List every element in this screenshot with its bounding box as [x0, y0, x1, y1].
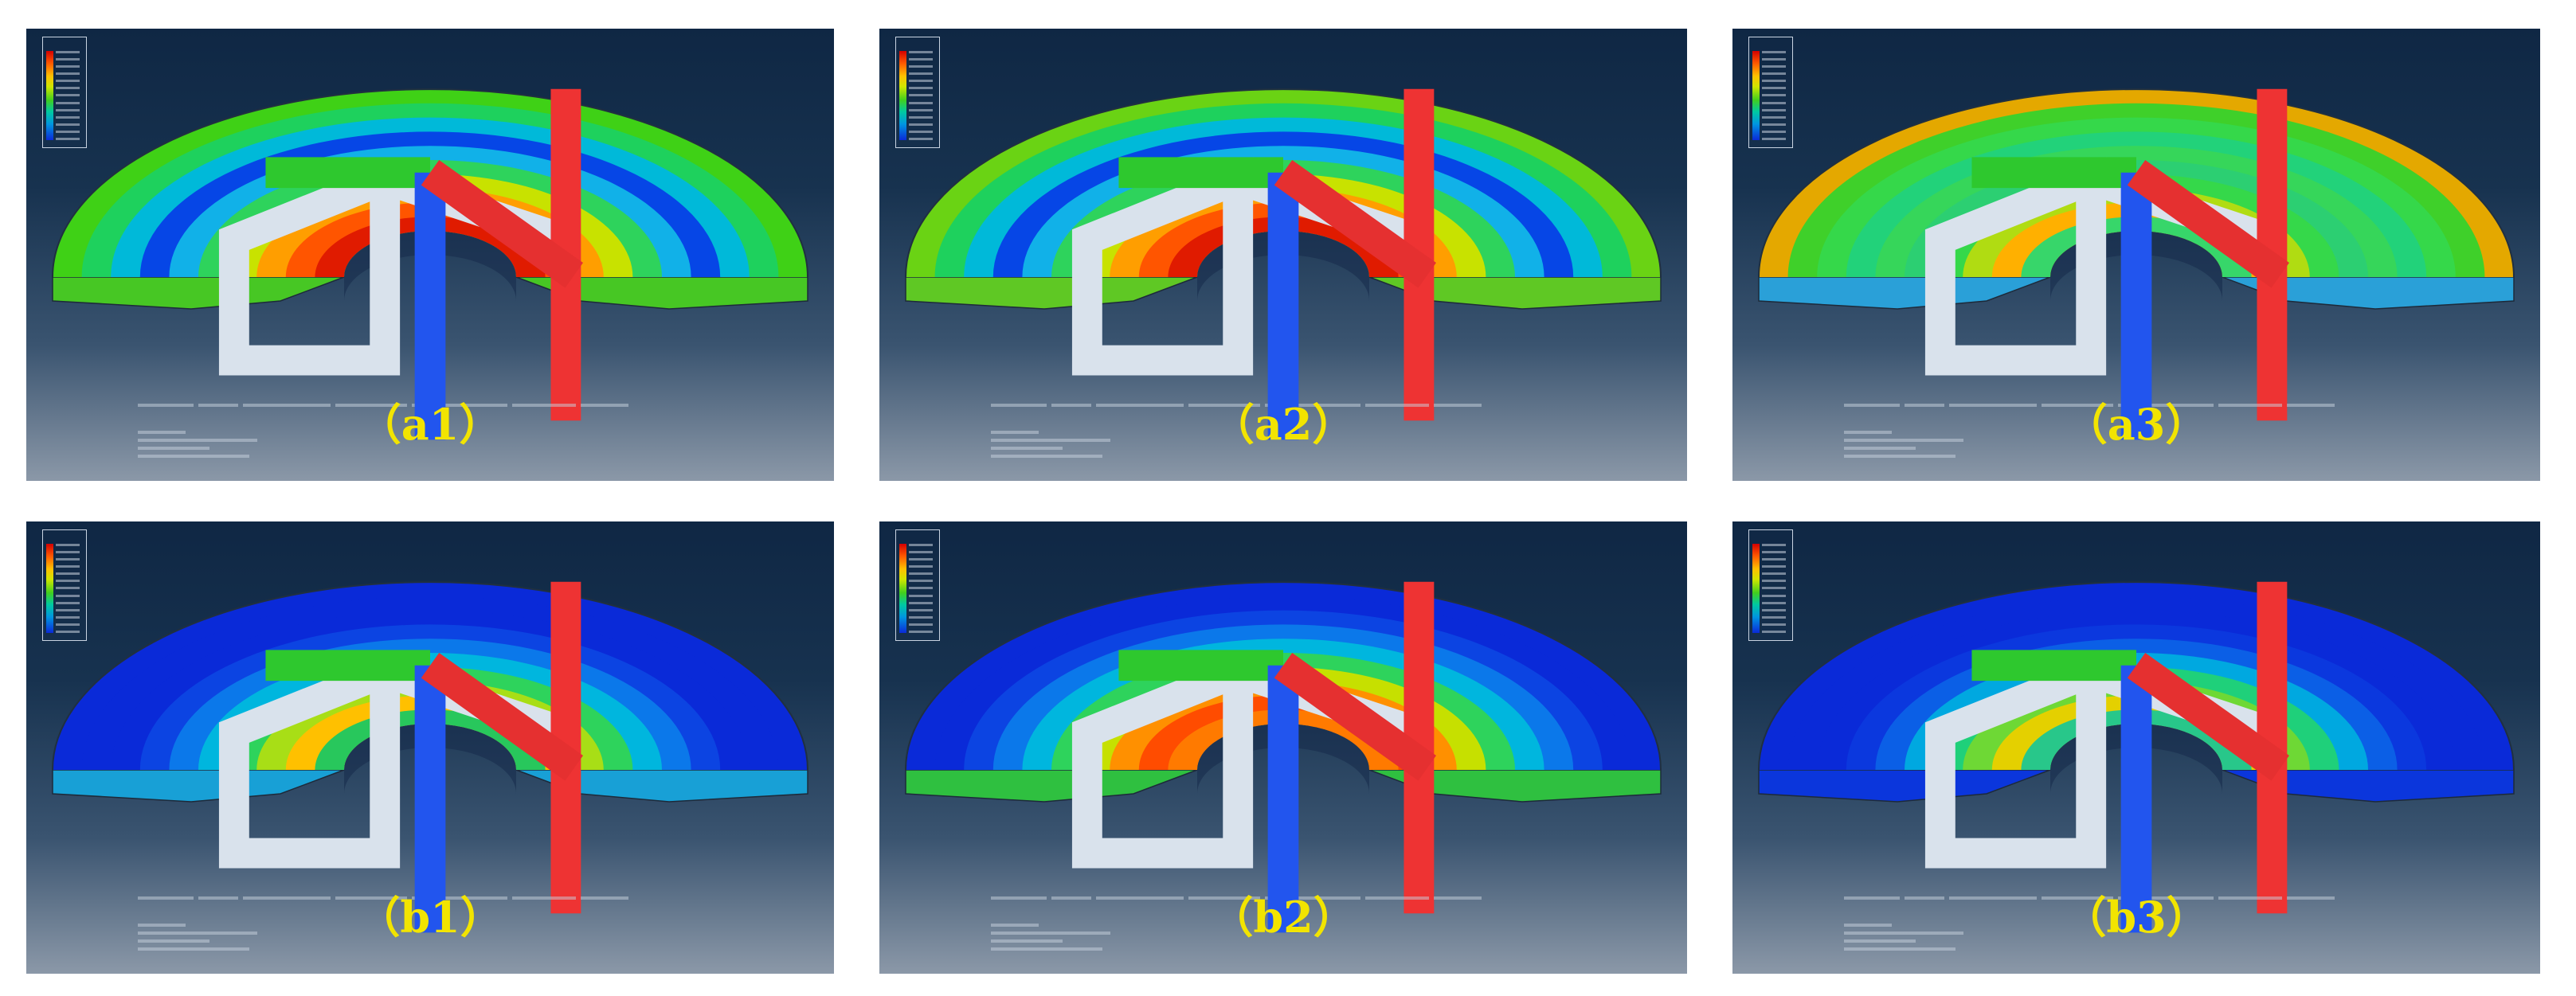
model-info-text [138, 396, 711, 409]
ring-outline [1758, 581, 2515, 771]
step-status-text [138, 924, 273, 955]
step-status-text [991, 431, 1126, 463]
contour-legend [895, 37, 940, 148]
panel-caption: （b3） [2063, 892, 2210, 943]
ring-outline [905, 88, 1662, 278]
coordinate-axes-icon [1971, 157, 2289, 440]
coordinate-axes-icon [265, 157, 583, 440]
panel-caption: （b1） [357, 892, 503, 943]
contour-legend [1748, 529, 1793, 641]
model-info-text [138, 889, 711, 902]
coordinate-axes-icon [265, 650, 583, 933]
coordinate-axes-icon [1971, 650, 2289, 933]
step-status-text [138, 431, 273, 463]
ring-outline [1758, 88, 2515, 278]
legend-color-bar [1752, 51, 1760, 140]
simulation-panel-a3: （a3） [1732, 29, 2540, 481]
simulation-panel-b3: （b3） [1732, 521, 2540, 974]
legend-tick-labels [909, 544, 933, 633]
legend-color-bar [46, 544, 53, 633]
model-info-text [1844, 396, 2417, 409]
step-status-text [991, 924, 1126, 955]
simulation-panel-a2: （a2） [879, 29, 1687, 481]
legend-tick-labels [56, 51, 80, 140]
legend-tick-labels [1762, 51, 1786, 140]
ring-outline [52, 581, 808, 771]
coordinate-axes-icon [1118, 650, 1436, 933]
legend-color-bar [46, 51, 53, 140]
contour-legend [42, 37, 87, 148]
step-status-text [1844, 431, 1979, 463]
legend-color-bar [899, 544, 906, 633]
legend-tick-labels [909, 51, 933, 140]
contour-legend [42, 529, 87, 641]
ring-outline [52, 88, 808, 278]
legend-tick-labels [1762, 544, 1786, 633]
legend-color-bar [1752, 544, 1760, 633]
contour-legend [895, 529, 940, 641]
simulation-panel-b2: （b2） [879, 521, 1687, 974]
panel-caption: （a1） [358, 399, 503, 450]
model-info-text [991, 396, 1564, 409]
legend-color-bar [899, 51, 906, 140]
panel-caption: （a2） [1211, 399, 1356, 450]
simulation-panel-b1: （b1） [26, 521, 834, 974]
ring-outline [905, 581, 1662, 771]
simulation-panel-a1: （a1） [26, 29, 834, 481]
panel-caption: （b2） [1210, 892, 1357, 943]
model-info-text [1844, 889, 2417, 902]
panel-caption: （a3） [2064, 399, 2209, 450]
legend-tick-labels [56, 544, 80, 633]
contour-legend [1748, 37, 1793, 148]
model-info-text [991, 889, 1564, 902]
step-status-text [1844, 924, 1979, 955]
coordinate-axes-icon [1118, 157, 1436, 440]
